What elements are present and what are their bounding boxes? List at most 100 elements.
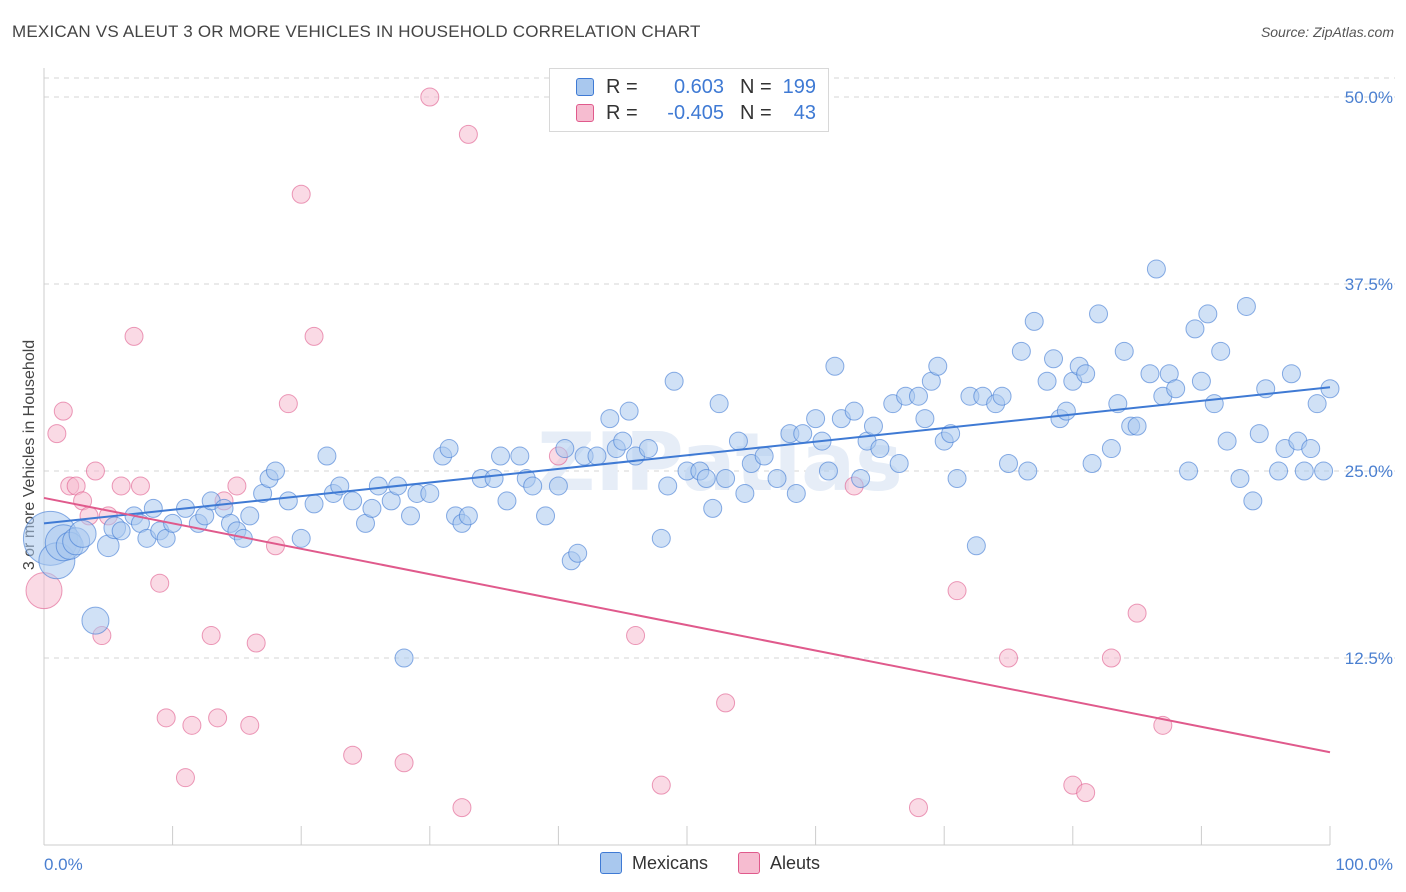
mexican-point-117 — [1044, 349, 1064, 369]
aleut-point-33 — [626, 626, 646, 646]
mexican-point-137 — [1191, 371, 1211, 391]
mexican-point-64 — [600, 409, 620, 429]
mexican-point-37 — [362, 498, 382, 518]
aleut-point-34 — [651, 775, 671, 795]
mexican-point-139 — [1204, 394, 1224, 414]
mexican-point-114 — [1018, 461, 1038, 481]
mexican-point-41 — [394, 648, 414, 668]
mexican-point-53 — [497, 491, 517, 511]
mexican-point-152 — [1301, 439, 1321, 459]
legend-row-aleuts: R = -0.405 N = 43 — [576, 102, 816, 124]
legend-row-mexicans: R = 0.603 N = 199 — [576, 76, 816, 98]
aleut-point-14 — [156, 708, 176, 728]
r-value: -0.405 — [667, 101, 724, 124]
aleuts-trend-line — [43, 496, 1331, 754]
mexicans-swatch — [576, 78, 594, 96]
aleut-point-24 — [278, 394, 298, 414]
mexicans-swatch — [600, 852, 622, 874]
r-value: 0.603 — [673, 75, 724, 98]
mexican-point-119 — [1056, 401, 1076, 421]
aleut-point-2 — [53, 401, 73, 421]
x-tick-label-min: 0.0% — [44, 855, 83, 874]
mexican-points — [22, 259, 1340, 668]
mexican-point-57 — [536, 506, 556, 526]
aleut-point-28 — [394, 753, 414, 773]
y-tick-label-0: 12.5% — [1345, 649, 1393, 668]
mexican-point-31 — [304, 494, 324, 514]
mexican-point-96 — [870, 439, 890, 459]
series-legend: Mexicans Aleuts — [600, 852, 850, 874]
mexican-point-93 — [851, 468, 871, 488]
mexican-point-28 — [265, 461, 285, 481]
aleut-point-10 — [111, 476, 131, 496]
mexicans-trend-line — [43, 386, 1331, 525]
mexican-point-142 — [1230, 468, 1250, 488]
mexican-point-54 — [510, 446, 530, 466]
mexican-point-143 — [1236, 296, 1256, 316]
legend-item-mexicans: Mexicans — [600, 852, 708, 874]
aleut-point-18 — [208, 708, 228, 728]
mexican-point-59 — [555, 439, 575, 459]
mexican-point-125 — [1101, 439, 1121, 459]
tick-labels: 12.5% 25.0% 37.5% 50.0% 0.0% 100.0% — [44, 88, 1393, 874]
mexican-point-34 — [330, 476, 350, 496]
mexican-point-35 — [343, 491, 363, 511]
aleut-point-21 — [240, 715, 260, 735]
mexican-point-111 — [992, 386, 1012, 406]
mexican-point-98 — [889, 454, 909, 474]
mexican-point-136 — [1185, 319, 1205, 339]
legend-item-aleuts: Aleuts — [738, 852, 820, 874]
mexican-point-9 — [111, 521, 131, 541]
mexican-point-6 — [81, 606, 110, 635]
mexican-point-51 — [484, 468, 504, 488]
aleut-point-35 — [716, 693, 736, 713]
mexican-point-30 — [291, 528, 311, 548]
mexican-point-108 — [966, 536, 986, 556]
mexican-point-138 — [1198, 304, 1218, 324]
aleut-point-42 — [1101, 648, 1121, 668]
n-value: 199 — [782, 75, 816, 98]
mexican-point-100 — [908, 386, 928, 406]
mexican-point-106 — [947, 468, 967, 488]
mexican-point-58 — [548, 476, 568, 496]
aleut-point-1 — [47, 424, 67, 444]
r-label: R = — [606, 101, 638, 124]
mexican-point-129 — [1127, 416, 1147, 436]
mexican-point-67 — [619, 401, 639, 421]
mexican-point-154 — [1314, 461, 1334, 481]
correlation-legend: R = 0.603 N = 199 R = -0.405 N = 43 — [549, 68, 829, 132]
mexican-point-52 — [491, 446, 511, 466]
mexican-point-103 — [928, 356, 948, 376]
legend-label-mexicans: Mexicans — [632, 852, 709, 873]
mexican-point-44 — [420, 483, 440, 503]
aleuts-swatch — [576, 104, 594, 122]
aleut-point-20 — [227, 476, 247, 496]
aleut-point-11 — [124, 326, 144, 346]
mexican-point-78 — [716, 468, 736, 488]
source-label: Source: ZipAtlas.com — [1260, 24, 1394, 40]
mexican-point-77 — [709, 394, 729, 414]
aleut-point-15 — [175, 768, 195, 788]
y-tick-label-3: 50.0% — [1345, 88, 1393, 107]
y-tick-label-1: 25.0% — [1345, 462, 1393, 481]
mexican-point-144 — [1243, 491, 1263, 511]
mexican-point-70 — [651, 528, 671, 548]
grid-lines — [44, 77, 1395, 659]
mexican-point-76 — [703, 498, 723, 518]
mexican-point-25 — [240, 506, 260, 526]
mexican-point-46 — [439, 439, 459, 459]
mexican-point-149 — [1281, 364, 1301, 384]
aleut-point-7 — [85, 461, 105, 481]
mexican-point-153 — [1307, 394, 1327, 414]
mexican-point-79 — [728, 431, 748, 451]
mexican-point-49 — [458, 506, 478, 526]
mexican-point-123 — [1082, 454, 1102, 474]
mexican-point-135 — [1179, 461, 1199, 481]
aleut-point-30 — [452, 798, 472, 818]
mexican-point-56 — [523, 476, 543, 496]
aleut-point-38 — [947, 581, 967, 601]
mexican-point-113 — [1011, 341, 1031, 361]
legend-label-aleuts: Aleuts — [770, 852, 821, 873]
mexican-point-130 — [1140, 364, 1160, 384]
